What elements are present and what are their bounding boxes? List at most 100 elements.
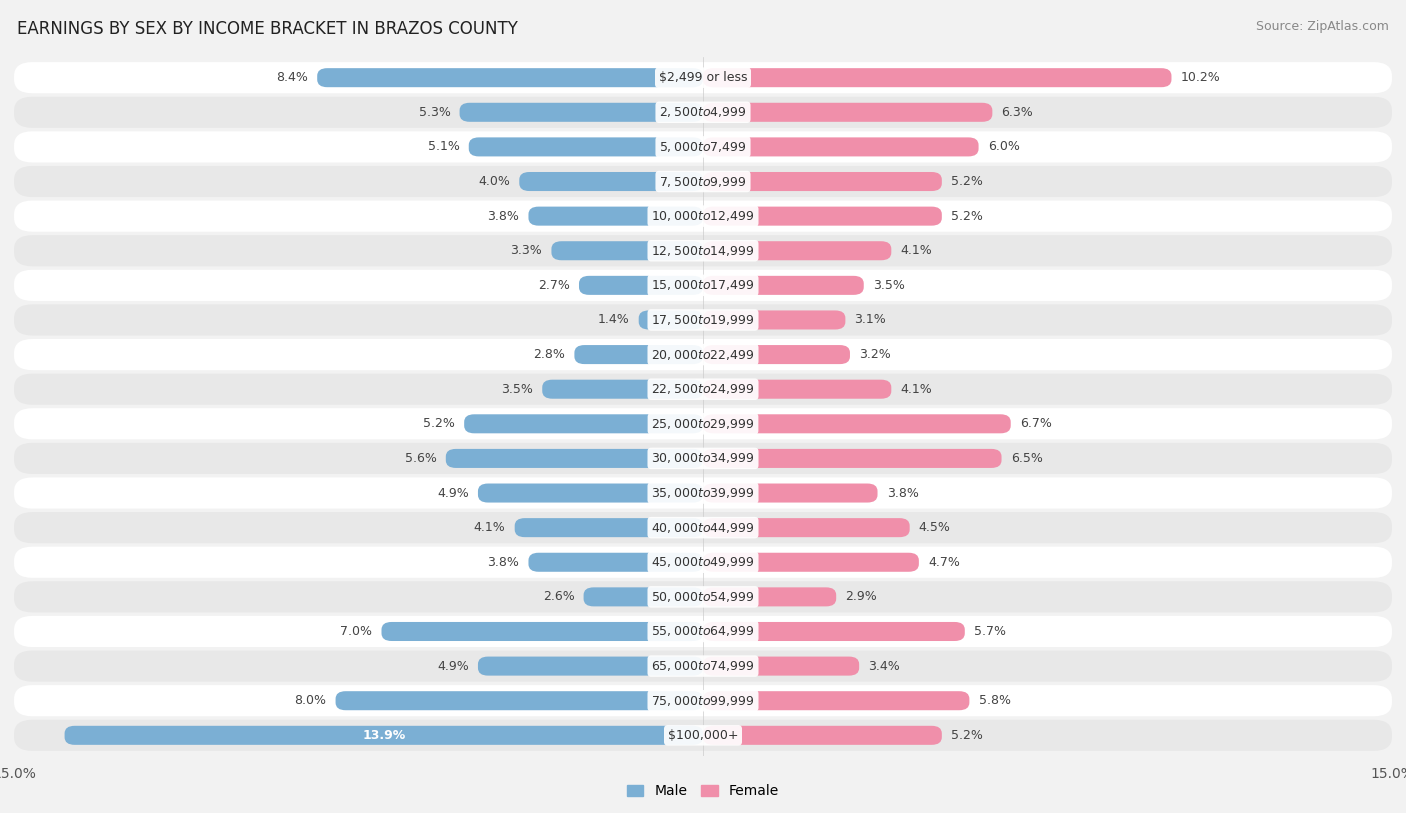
- Text: 13.9%: 13.9%: [363, 728, 405, 741]
- Text: 5.2%: 5.2%: [950, 175, 983, 188]
- FancyBboxPatch shape: [583, 587, 703, 606]
- FancyBboxPatch shape: [529, 553, 703, 572]
- FancyBboxPatch shape: [14, 97, 1392, 128]
- Text: $50,000 to $54,999: $50,000 to $54,999: [651, 590, 755, 604]
- Text: 3.2%: 3.2%: [859, 348, 891, 361]
- FancyBboxPatch shape: [478, 657, 703, 676]
- Text: $100,000+: $100,000+: [668, 728, 738, 741]
- Text: $12,500 to $14,999: $12,500 to $14,999: [651, 244, 755, 258]
- FancyBboxPatch shape: [703, 137, 979, 156]
- Text: Source: ZipAtlas.com: Source: ZipAtlas.com: [1256, 20, 1389, 33]
- Text: 2.8%: 2.8%: [533, 348, 565, 361]
- FancyBboxPatch shape: [14, 304, 1392, 336]
- Text: $20,000 to $22,499: $20,000 to $22,499: [651, 348, 755, 362]
- FancyBboxPatch shape: [14, 235, 1392, 267]
- FancyBboxPatch shape: [529, 207, 703, 226]
- FancyBboxPatch shape: [14, 270, 1392, 301]
- Text: $55,000 to $64,999: $55,000 to $64,999: [651, 624, 755, 638]
- Text: 4.5%: 4.5%: [920, 521, 950, 534]
- FancyBboxPatch shape: [478, 484, 703, 502]
- Text: $2,500 to $4,999: $2,500 to $4,999: [659, 106, 747, 120]
- Text: 5.2%: 5.2%: [950, 728, 983, 741]
- FancyBboxPatch shape: [703, 691, 969, 711]
- Text: $10,000 to $12,499: $10,000 to $12,499: [651, 209, 755, 223]
- FancyBboxPatch shape: [464, 415, 703, 433]
- Text: 3.1%: 3.1%: [855, 314, 886, 327]
- FancyBboxPatch shape: [703, 553, 920, 572]
- FancyBboxPatch shape: [703, 276, 863, 295]
- Text: 5.8%: 5.8%: [979, 694, 1011, 707]
- FancyBboxPatch shape: [519, 172, 703, 191]
- FancyBboxPatch shape: [14, 546, 1392, 578]
- FancyBboxPatch shape: [14, 685, 1392, 716]
- Text: 5.2%: 5.2%: [423, 417, 456, 430]
- Text: 6.5%: 6.5%: [1011, 452, 1043, 465]
- FancyBboxPatch shape: [703, 241, 891, 260]
- Text: 5.3%: 5.3%: [419, 106, 450, 119]
- FancyBboxPatch shape: [14, 132, 1392, 163]
- Text: $17,500 to $19,999: $17,500 to $19,999: [651, 313, 755, 327]
- Text: $7,500 to $9,999: $7,500 to $9,999: [659, 175, 747, 189]
- Text: $15,000 to $17,499: $15,000 to $17,499: [651, 278, 755, 293]
- FancyBboxPatch shape: [14, 408, 1392, 439]
- FancyBboxPatch shape: [703, 518, 910, 537]
- FancyBboxPatch shape: [14, 650, 1392, 681]
- FancyBboxPatch shape: [14, 443, 1392, 474]
- Text: 4.1%: 4.1%: [900, 383, 932, 396]
- FancyBboxPatch shape: [579, 276, 703, 295]
- FancyBboxPatch shape: [65, 726, 703, 745]
- Text: $40,000 to $44,999: $40,000 to $44,999: [651, 520, 755, 535]
- FancyBboxPatch shape: [703, 484, 877, 502]
- FancyBboxPatch shape: [638, 311, 703, 329]
- Text: 3.8%: 3.8%: [488, 210, 519, 223]
- FancyBboxPatch shape: [703, 380, 891, 398]
- FancyBboxPatch shape: [14, 374, 1392, 405]
- FancyBboxPatch shape: [14, 166, 1392, 197]
- Text: 4.1%: 4.1%: [474, 521, 506, 534]
- FancyBboxPatch shape: [703, 587, 837, 606]
- FancyBboxPatch shape: [14, 62, 1392, 93]
- Text: 8.0%: 8.0%: [294, 694, 326, 707]
- FancyBboxPatch shape: [14, 339, 1392, 370]
- Text: 3.8%: 3.8%: [887, 486, 918, 499]
- Text: 5.2%: 5.2%: [950, 210, 983, 223]
- FancyBboxPatch shape: [703, 657, 859, 676]
- FancyBboxPatch shape: [703, 415, 1011, 433]
- Text: 5.1%: 5.1%: [427, 141, 460, 154]
- Text: 4.9%: 4.9%: [437, 486, 468, 499]
- Text: 10.2%: 10.2%: [1181, 72, 1220, 85]
- FancyBboxPatch shape: [703, 172, 942, 191]
- FancyBboxPatch shape: [14, 720, 1392, 751]
- FancyBboxPatch shape: [460, 102, 703, 122]
- Text: $65,000 to $74,999: $65,000 to $74,999: [651, 659, 755, 673]
- Text: $22,500 to $24,999: $22,500 to $24,999: [651, 382, 755, 396]
- Text: 5.7%: 5.7%: [974, 625, 1005, 638]
- Text: 3.4%: 3.4%: [869, 659, 900, 672]
- Text: 2.6%: 2.6%: [543, 590, 575, 603]
- Text: $35,000 to $39,999: $35,000 to $39,999: [651, 486, 755, 500]
- FancyBboxPatch shape: [703, 622, 965, 641]
- FancyBboxPatch shape: [703, 345, 851, 364]
- Text: 2.7%: 2.7%: [538, 279, 569, 292]
- Text: 8.4%: 8.4%: [276, 72, 308, 85]
- Text: 4.1%: 4.1%: [900, 244, 932, 257]
- Text: 3.8%: 3.8%: [488, 556, 519, 569]
- Text: 6.7%: 6.7%: [1019, 417, 1052, 430]
- FancyBboxPatch shape: [543, 380, 703, 398]
- FancyBboxPatch shape: [336, 691, 703, 711]
- Text: $30,000 to $34,999: $30,000 to $34,999: [651, 451, 755, 465]
- FancyBboxPatch shape: [575, 345, 703, 364]
- FancyBboxPatch shape: [318, 68, 703, 87]
- FancyBboxPatch shape: [446, 449, 703, 468]
- FancyBboxPatch shape: [703, 102, 993, 122]
- FancyBboxPatch shape: [703, 449, 1001, 468]
- FancyBboxPatch shape: [703, 68, 1171, 87]
- Text: 4.0%: 4.0%: [478, 175, 510, 188]
- FancyBboxPatch shape: [14, 581, 1392, 612]
- FancyBboxPatch shape: [14, 512, 1392, 543]
- Legend: Male, Female: Male, Female: [627, 784, 779, 798]
- Text: 3.3%: 3.3%: [510, 244, 543, 257]
- Text: 4.9%: 4.9%: [437, 659, 468, 672]
- FancyBboxPatch shape: [551, 241, 703, 260]
- FancyBboxPatch shape: [468, 137, 703, 156]
